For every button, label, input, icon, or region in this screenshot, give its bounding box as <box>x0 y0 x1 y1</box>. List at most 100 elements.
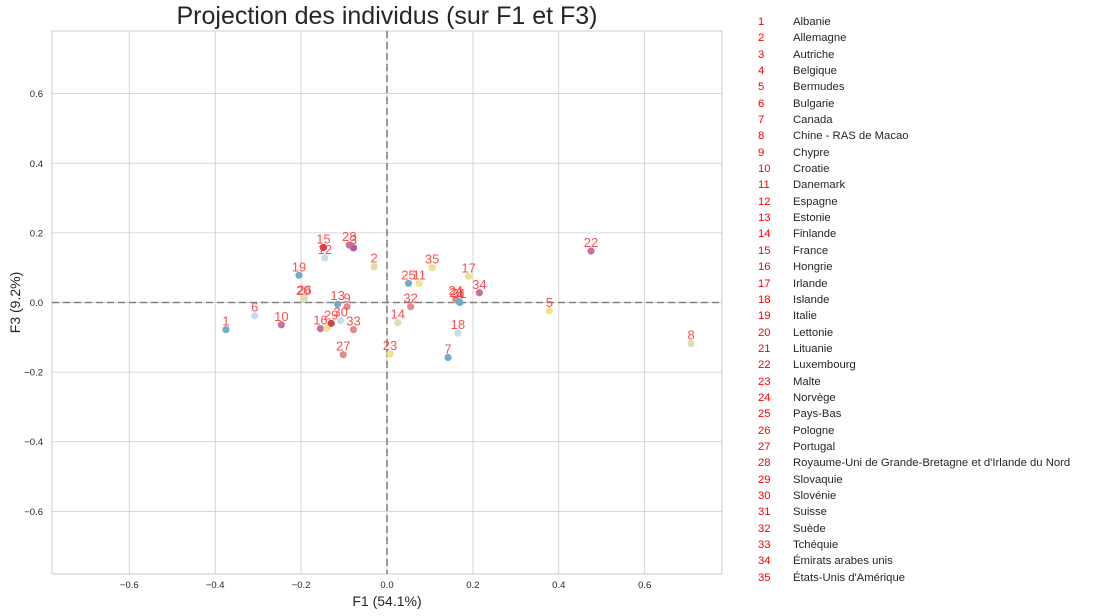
legend-country-name: Norvège <box>793 391 836 404</box>
legend-country-name: Luxembourg <box>793 359 856 372</box>
legend-number: 16 <box>758 261 771 274</box>
point-label: 29 <box>324 307 338 322</box>
point-label: 32 <box>403 291 417 306</box>
point-label: 23 <box>383 338 397 353</box>
legend-number: 24 <box>758 391 771 404</box>
legend-country-name: Islande <box>793 293 830 306</box>
data-point <box>444 353 452 362</box>
point-label: 26 <box>297 282 311 297</box>
legend-country-name: Pays-Bas <box>793 408 842 421</box>
point-label: 30 <box>333 305 347 320</box>
legend-number: 32 <box>758 522 771 535</box>
legend-country-name: Canada <box>793 114 833 127</box>
legend-number: 6 <box>758 97 765 110</box>
x-tick-label: −0.6 <box>120 580 139 591</box>
point-label: 9 <box>343 291 350 306</box>
x-tick-label: 0.2 <box>466 580 479 591</box>
data-point <box>407 303 415 311</box>
legend-country-name: Espagne <box>793 195 838 208</box>
y-tick-label: 0.2 <box>30 228 43 239</box>
legend-number: 20 <box>758 326 771 339</box>
data-point <box>277 321 285 329</box>
legend-country-name: Lettonie <box>793 326 834 339</box>
data-point <box>343 303 351 311</box>
legend-number: 30 <box>758 489 771 502</box>
legend-number: 26 <box>758 424 771 437</box>
point-label: 25 <box>401 267 415 282</box>
data-point <box>222 326 230 334</box>
point-label: 24 <box>448 283 462 298</box>
x-tick-label: 0.6 <box>638 580 651 591</box>
y-axis-label: F3 (9.2%) <box>7 272 23 333</box>
data-point <box>337 317 345 325</box>
point-label: 6 <box>251 300 258 315</box>
legend-number: 35 <box>758 571 771 584</box>
data-point <box>295 271 303 279</box>
point-label: 18 <box>451 317 465 332</box>
data-point <box>545 307 553 315</box>
x-tick-label: −0.2 <box>292 580 311 591</box>
legend-country-name: Bulgarie <box>793 97 835 110</box>
data-point <box>300 294 309 302</box>
legend-number: 7 <box>758 114 765 127</box>
legend-country-name: Irlande <box>793 277 828 290</box>
legend-number: 21 <box>758 342 771 355</box>
point-label: 34 <box>472 277 486 292</box>
legend-country-name: Suède <box>793 522 826 535</box>
legend-number: 12 <box>758 195 771 208</box>
data-point <box>415 280 423 288</box>
legend-number: 14 <box>758 228 771 241</box>
legend-number: 11 <box>758 179 770 192</box>
y-tick-label: −0.2 <box>24 368 43 379</box>
point-label: 15 <box>316 232 330 247</box>
point-label: 1 <box>222 314 229 329</box>
legend-number: 28 <box>758 457 771 470</box>
legend-number: 27 <box>758 440 771 453</box>
data-point <box>323 325 331 333</box>
y-tick-label: −0.4 <box>24 437 43 448</box>
data-point <box>394 319 402 327</box>
point-label: 21 <box>449 285 463 300</box>
point-label: 20 <box>296 283 310 298</box>
data-point <box>454 329 462 337</box>
x-tick-label: 0.0 <box>380 580 393 591</box>
y-tick-label: 0.0 <box>30 298 43 309</box>
data-point <box>316 325 325 333</box>
legend-country-name: Finlande <box>793 228 837 241</box>
legend-country-name: Bermudes <box>793 81 845 94</box>
legend-country-name: États-Unis d'Amérique <box>793 571 906 584</box>
data-point <box>404 279 413 287</box>
legend-number: 18 <box>758 293 771 306</box>
point-label: 19 <box>292 259 306 274</box>
point-label: 22 <box>584 235 598 250</box>
legend-number: 19 <box>758 310 771 323</box>
point-label: 4 <box>456 287 463 302</box>
legend-country-name: Suisse <box>793 506 827 519</box>
legend-number: 23 <box>758 375 771 388</box>
legend-number: 9 <box>758 146 765 159</box>
point-label: 12 <box>317 242 331 257</box>
legend-country-name: Portugal <box>793 440 836 453</box>
legend-country-name: Tchéquie <box>793 539 839 551</box>
point-label: 8 <box>687 328 694 343</box>
point-label: 13 <box>330 288 344 303</box>
legend-number: 13 <box>758 212 771 225</box>
y-tick-label: 0.4 <box>30 159 43 170</box>
legend-country-name: Slovaquie <box>793 473 843 486</box>
chart-title: Projection des individus (sur F1 et F3) <box>176 2 598 30</box>
legend-number: 34 <box>758 555 771 568</box>
point-label: 2 <box>370 251 377 266</box>
data-point <box>349 326 358 334</box>
point-label: 7 <box>444 341 451 356</box>
legend-country-name: Croatie <box>793 163 830 176</box>
x-axis-label: F1 (54.1%) <box>352 593 421 609</box>
legend-number: 25 <box>758 408 771 421</box>
point-label: 31 <box>452 286 466 301</box>
legend-number: 2 <box>758 32 765 45</box>
data-point <box>370 263 378 271</box>
data-point <box>321 254 329 262</box>
point-label: 33 <box>346 314 360 329</box>
legend-number: 22 <box>758 359 771 372</box>
legend-country-name: Belgique <box>793 65 837 78</box>
